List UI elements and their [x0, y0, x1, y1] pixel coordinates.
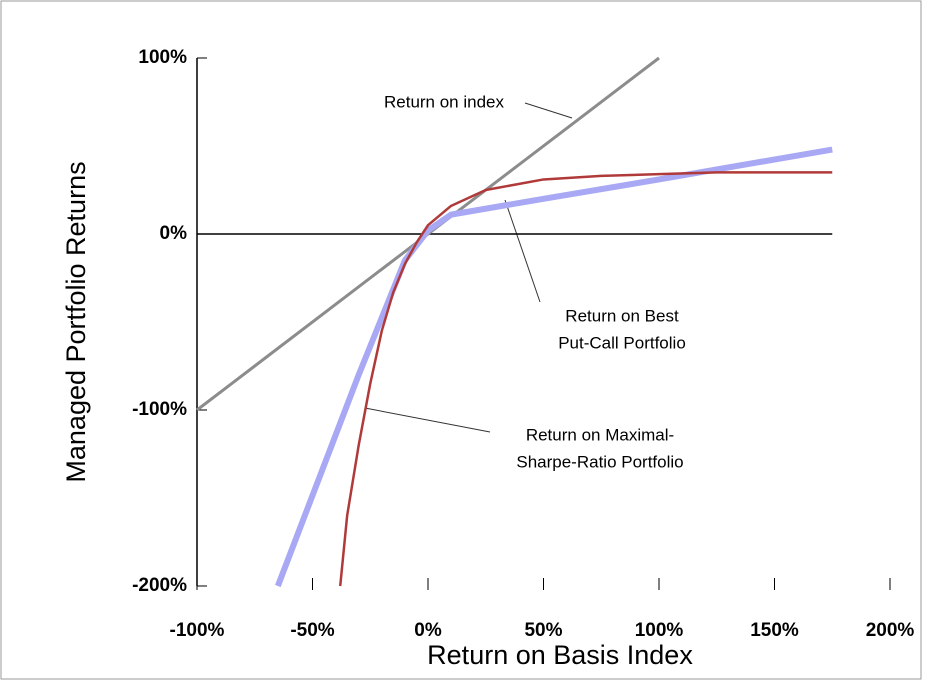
leader-line: [524, 102, 573, 119]
y-tick-label: 0%: [160, 223, 188, 244]
annotation: Return on index: [384, 92, 505, 111]
series-line: [338, 171, 833, 587]
annotation: Return on Best: [565, 306, 679, 325]
x-axis-label: Return on Basis Index: [427, 640, 693, 670]
annotation: Put-Call Portfolio: [558, 333, 686, 352]
leader-line: [504, 199, 541, 303]
x-tick-label: -100%: [170, 620, 225, 641]
y-tick-label: 100%: [138, 47, 187, 68]
leader-line: [364, 407, 491, 433]
x-tick-label: -50%: [290, 620, 334, 641]
y-tick-label: -100%: [132, 399, 187, 420]
x-tick-label: 200%: [866, 620, 915, 641]
series-line: [275, 146, 833, 588]
x-tick-label: 150%: [750, 620, 799, 641]
x-tick-label: 100%: [635, 620, 684, 641]
y-tick-label: -200%: [132, 575, 187, 596]
x-tick-label: 0%: [414, 620, 442, 641]
annotation: Sharpe-Ratio Portfolio: [516, 452, 683, 471]
y-axis-label: Managed Portfolio Returns: [61, 161, 91, 482]
annotation: Return on Maximal-: [526, 425, 674, 444]
x-tick-label: 50%: [524, 620, 562, 641]
